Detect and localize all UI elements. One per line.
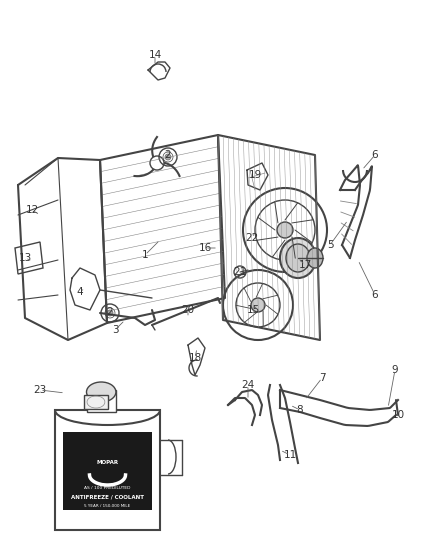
Ellipse shape	[286, 244, 310, 272]
Ellipse shape	[251, 298, 265, 312]
Text: AS / 100 PREDILUTED: AS / 100 PREDILUTED	[84, 486, 131, 490]
Ellipse shape	[86, 382, 116, 402]
Text: 4: 4	[77, 287, 83, 297]
Text: 2: 2	[165, 150, 171, 160]
Text: 2: 2	[107, 307, 113, 317]
Text: 7: 7	[319, 373, 325, 383]
Text: 11: 11	[283, 450, 297, 460]
Text: 1: 1	[141, 250, 148, 260]
Bar	[55, 410, 160, 530]
Text: 3: 3	[112, 325, 118, 335]
Text: 14: 14	[148, 50, 162, 60]
Text: MOPAR: MOPAR	[96, 459, 119, 464]
Text: 9: 9	[392, 365, 398, 375]
Ellipse shape	[280, 238, 316, 278]
Text: 17: 17	[298, 260, 311, 270]
Bar	[86, 390, 116, 412]
Text: 5: 5	[327, 240, 333, 250]
Text: 21: 21	[233, 267, 247, 277]
Ellipse shape	[277, 222, 293, 238]
Text: 13: 13	[18, 253, 32, 263]
Text: 18: 18	[188, 353, 201, 363]
Text: 22: 22	[245, 233, 258, 243]
Text: ____________: ____________	[97, 520, 118, 524]
Text: 12: 12	[25, 205, 39, 215]
Text: 24: 24	[241, 380, 254, 390]
Text: 5 YEAR / 150,000 MILE: 5 YEAR / 150,000 MILE	[85, 504, 131, 508]
Text: 10: 10	[392, 410, 405, 420]
Text: 6: 6	[372, 150, 378, 160]
Ellipse shape	[307, 248, 323, 268]
Text: 19: 19	[248, 170, 261, 180]
Ellipse shape	[107, 310, 113, 316]
Text: 6: 6	[372, 290, 378, 300]
Bar	[85, 395, 107, 409]
Text: 16: 16	[198, 243, 212, 253]
Text: ANTIFREEZE / COOLANT: ANTIFREEZE / COOLANT	[71, 495, 144, 499]
Bar	[63, 432, 152, 510]
Text: 8: 8	[297, 405, 303, 415]
Text: 15: 15	[246, 305, 260, 315]
Text: DO NOT ADD WATER: DO NOT ADD WATER	[86, 512, 129, 516]
Text: 20: 20	[181, 305, 194, 315]
Ellipse shape	[165, 154, 171, 160]
Text: 23: 23	[33, 385, 46, 395]
